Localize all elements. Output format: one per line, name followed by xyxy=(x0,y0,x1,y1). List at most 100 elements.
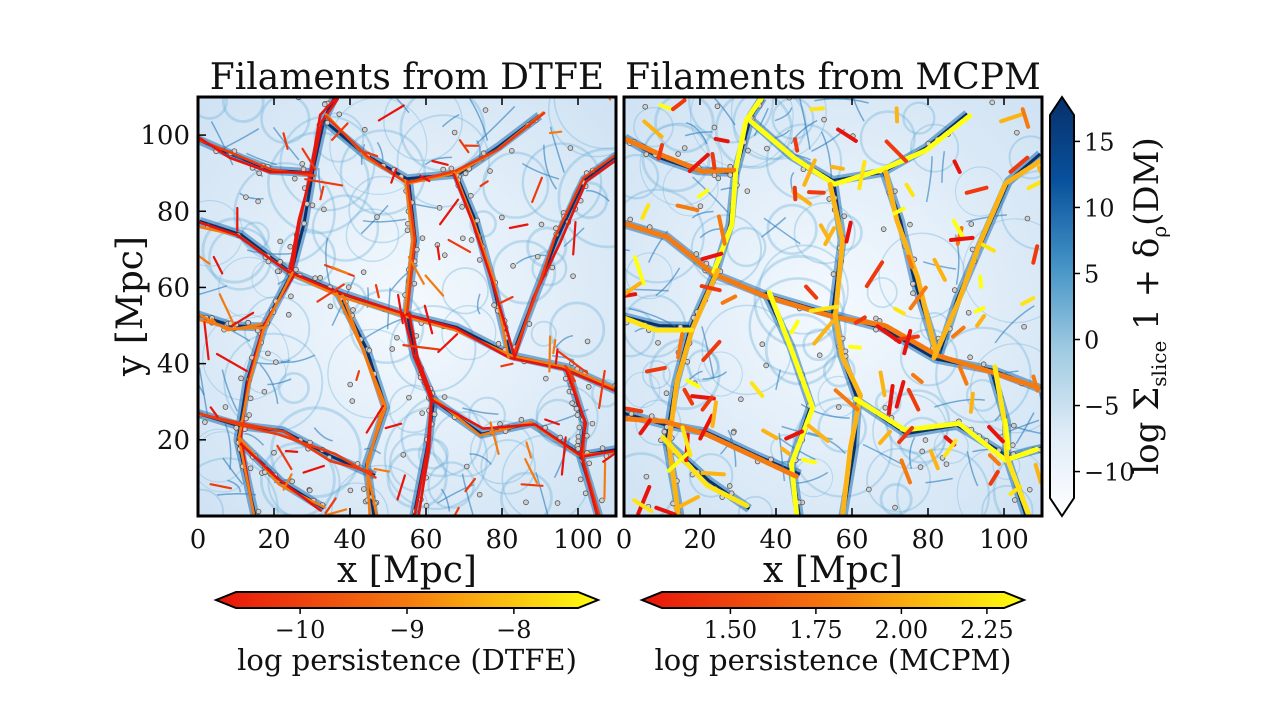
persistence-filament-fragment xyxy=(864,260,885,289)
halo-point xyxy=(347,381,353,388)
halo-point xyxy=(451,129,458,136)
density-strand xyxy=(991,370,1019,378)
persistence-filament-fragment xyxy=(304,178,344,187)
mcpm-x-axis-label: x [Mpc] xyxy=(763,550,903,591)
halo-point xyxy=(576,424,583,431)
halo-point xyxy=(711,124,718,131)
persistence-filament-fragment xyxy=(793,137,800,153)
halo-point xyxy=(835,404,842,410)
persistence-colorbar-tick-label: −10 xyxy=(275,616,326,644)
halo-point xyxy=(312,275,318,281)
persistence-filament-fragment xyxy=(894,106,900,124)
halo-point xyxy=(567,145,574,151)
persistence-filament-fragment xyxy=(975,314,987,328)
persistence-filament-fragment xyxy=(853,315,867,325)
halo-point xyxy=(459,204,465,210)
halo-point xyxy=(246,412,252,418)
halo-point xyxy=(300,166,307,173)
dtfe-panel: Filaments from DTFE 0 20 40 60 80 100 20 40 60 8… xyxy=(110,57,618,591)
persistence-filament-fragment xyxy=(902,329,913,356)
halo-point xyxy=(1024,215,1031,222)
density-strand xyxy=(390,264,419,292)
density-void-wall xyxy=(662,160,719,217)
density-void-wall xyxy=(688,97,775,144)
persistence-filament xyxy=(198,412,377,479)
halo-point xyxy=(648,413,655,419)
halo-point xyxy=(238,375,244,382)
density-strand xyxy=(313,427,333,442)
halo-point xyxy=(681,145,688,151)
halo-point xyxy=(643,151,650,158)
halo-point xyxy=(441,394,448,400)
persistence-filament-fragment xyxy=(1020,296,1036,306)
halo-point xyxy=(830,271,837,277)
persistence-filament-fragment xyxy=(564,365,576,383)
persistence-filament xyxy=(198,313,263,332)
halo-point xyxy=(764,145,770,152)
persistence-filament-fragment xyxy=(932,257,947,282)
density-void-wall xyxy=(591,378,616,408)
persistence-colorbar-tick-label: 2.00 xyxy=(875,616,928,644)
persistence-filament xyxy=(407,311,433,516)
persistence-filament-fragment xyxy=(1003,418,1011,450)
y-tick-label: 60 xyxy=(157,273,190,303)
halo-point xyxy=(362,126,368,133)
persistence-filament-fragment xyxy=(624,281,642,297)
y-tick-label: 100 xyxy=(140,121,190,151)
halo-point xyxy=(584,338,591,345)
persistence-colorbar-tick-label: 1.75 xyxy=(789,616,842,644)
persistence-filament xyxy=(198,412,374,474)
persistence-filament-fragment xyxy=(830,164,845,171)
persistence-filament-fragment xyxy=(950,325,966,339)
density-strand xyxy=(280,354,316,364)
density-strand xyxy=(239,192,264,200)
halo-point xyxy=(476,257,483,263)
halo-point xyxy=(510,263,516,269)
halo-point xyxy=(321,206,327,213)
mcpm-persistence-colorbar: 1.50 1.75 2.00 2.25 log persistence (MCPM) xyxy=(639,591,1027,677)
halo-point xyxy=(462,170,469,177)
persistence-filament-fragment xyxy=(560,436,567,476)
halo-point xyxy=(265,350,271,357)
persistence-filament-fragment xyxy=(987,425,1005,444)
halo-point xyxy=(366,347,373,354)
persistence-filament-fragment xyxy=(908,285,928,311)
density-void-wall xyxy=(441,267,489,315)
density-void-wall xyxy=(866,447,931,513)
density-strand xyxy=(198,285,228,296)
density-void-wall xyxy=(441,305,497,361)
halo-point xyxy=(360,486,367,492)
persistence-filament-fragment xyxy=(1036,165,1042,180)
persistence-filament-fragment xyxy=(218,293,236,328)
halo-point xyxy=(523,499,529,506)
density-void-wall xyxy=(910,123,960,173)
density-void-wall xyxy=(278,228,337,287)
persistence-filament-fragment xyxy=(656,143,664,161)
persistence-filament-fragment xyxy=(957,365,969,386)
persistence-filament-fragment xyxy=(749,381,765,398)
mcpm-panel-title: Filaments from MCPM xyxy=(625,57,1041,98)
persistence-filament-fragment xyxy=(878,429,892,445)
density-void-wall xyxy=(866,276,898,308)
density-strand xyxy=(221,369,239,412)
persistence-filament-fragment xyxy=(1033,462,1042,485)
persistence-filament-fragment xyxy=(857,160,867,191)
density-strand xyxy=(778,432,786,482)
persistence-filament-fragment xyxy=(212,255,224,275)
persistence-filament xyxy=(198,135,311,174)
halo-point xyxy=(288,293,294,300)
halo-point xyxy=(1011,422,1017,429)
density-void-wall xyxy=(396,114,490,208)
density-strand xyxy=(781,425,833,441)
halo-point xyxy=(374,214,380,220)
halo-point xyxy=(476,491,483,498)
density-colorbar-tick-label: 15 xyxy=(1084,128,1115,156)
halo-point xyxy=(989,99,996,106)
halo-point xyxy=(599,445,606,451)
persistence-filament-fragment xyxy=(894,380,906,409)
density-void-wall xyxy=(625,252,673,300)
density-strand xyxy=(331,276,356,327)
density-void-wall xyxy=(635,399,682,446)
x-tick-label: 20 xyxy=(683,525,716,555)
persistence-filament-fragment xyxy=(453,506,460,516)
